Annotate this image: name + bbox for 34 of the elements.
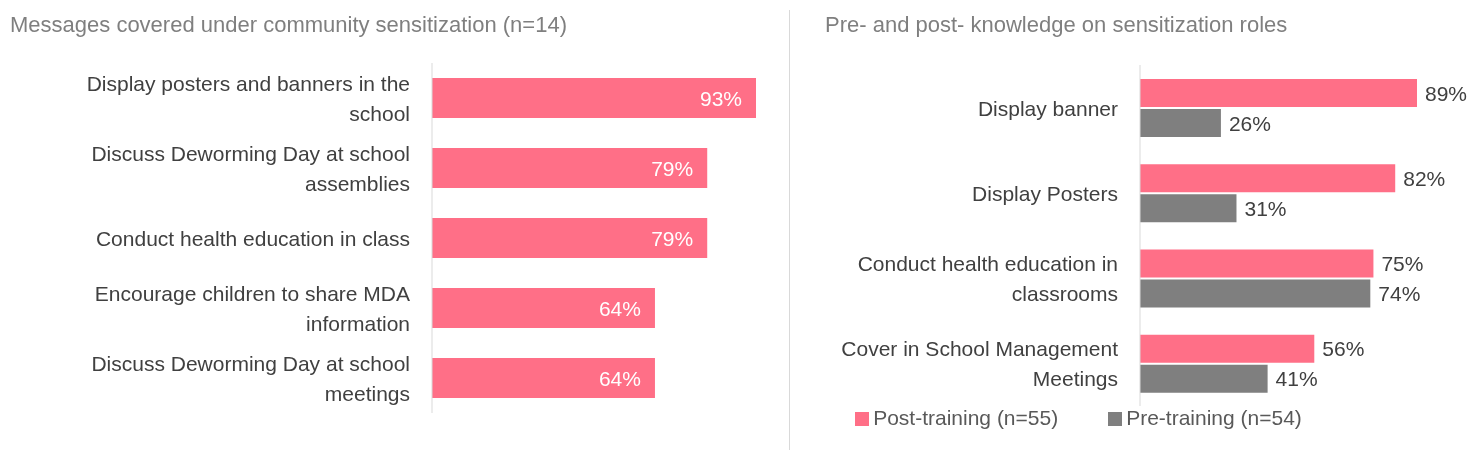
y-tick-label: Display Posters [972,181,1118,205]
y-tick-label: Conduct health education in classrooms [857,251,1118,305]
bar [1140,364,1268,393]
data-label: 41% [1275,367,1318,391]
data-label: 74% [1378,282,1421,305]
bar [1140,164,1396,193]
bar [1140,279,1371,308]
data-label: 79% [651,226,694,250]
bar [1140,334,1315,363]
y-tick-label: Display banner [977,96,1118,120]
chart-title: Pre- and post- knowledge on sensitization roles [825,12,1288,38]
y-tick-label: Conduct health education in class [95,226,410,250]
y-tick-label: Display posters and banners in the school [86,71,410,125]
data-label: 82% [1403,166,1446,190]
data-label: 31% [1244,196,1287,220]
y-tick-label: Encourage children to share MDA information [94,281,410,335]
legend-label: Post-training (n=55) [873,406,1059,429]
y-tick-label: Discuss Deworming Day at school meetings [91,351,410,405]
bar [1140,249,1374,278]
y-tick-label: Discuss Deworming Day at school assemblies [91,141,410,195]
data-label: 26% [1228,111,1271,135]
chart-title: Messages covered under community sensitization (n=14) [10,12,567,38]
bar [1140,194,1237,223]
data-label: 89% [1425,81,1468,105]
data-label: 64% [598,296,641,320]
data-label: 93% [699,86,742,110]
data-label: 75% [1381,252,1424,275]
data-label: 64% [598,366,641,390]
y-tick-label: Cover in School Management Meetings [841,336,1119,390]
data-label: 79% [651,156,694,180]
bar [1140,79,1417,107]
bar [1140,109,1221,137]
legend-label: Pre-training (n=54) [1126,406,1302,429]
data-label: 56% [1322,337,1365,361]
